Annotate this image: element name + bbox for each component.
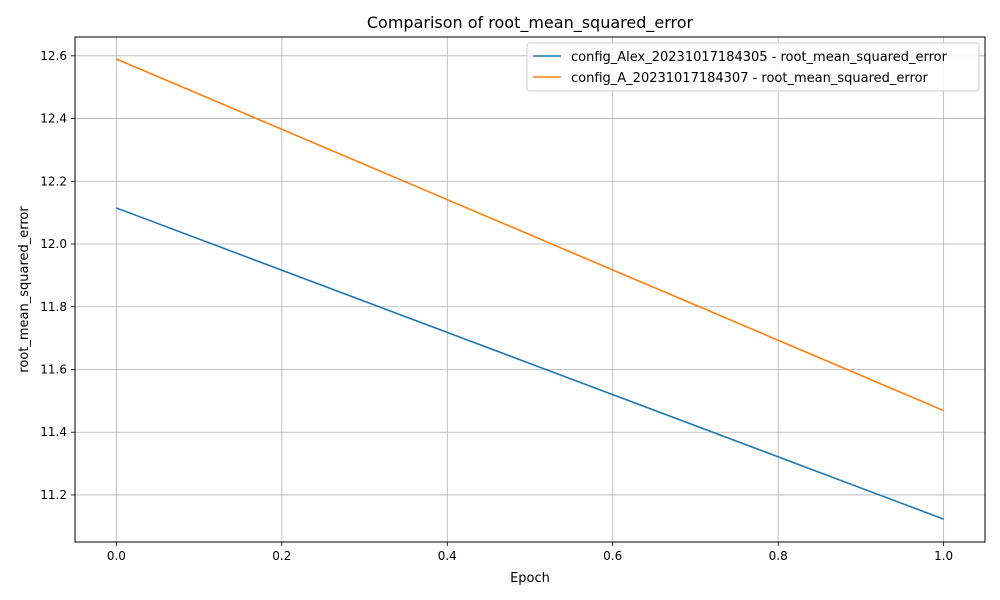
legend-label-1: config_Alex_20231017184305 - root_mean_s… (571, 50, 948, 65)
x-tick-label: 1.0 (934, 549, 953, 563)
x-tick-label: 0.0 (107, 549, 126, 563)
chart-title: Comparison of root_mean_squared_error (367, 13, 694, 33)
y-tick-label: 12.2 (40, 174, 67, 188)
y-axis-label: root_mean_squared_error (17, 206, 32, 373)
legend-label-2: config_A_20231017184307 - root_mean_squa… (571, 71, 929, 86)
y-tick-label: 11.6 (40, 362, 67, 376)
series-line-1 (116, 207, 944, 520)
tick-layer: 0.0 0.2 0.4 0.6 0.8 1.0 11.2 11.4 11.6 11.8 12.0 12… (40, 49, 953, 563)
y-tick-label: 11.8 (40, 300, 67, 314)
x-tick-label: 0.8 (769, 549, 788, 563)
legend-box (526, 42, 980, 92)
y-tick-label: 12.0 (40, 237, 67, 251)
y-tick-label: 12.4 (40, 112, 67, 126)
x-tick-label: 0.4 (438, 549, 457, 563)
x-axis-label: Epoch (510, 571, 550, 586)
x-tick-label: 0.2 (272, 549, 291, 563)
y-tick-label: 11.4 (40, 425, 67, 439)
series-line-2 (116, 58, 944, 412)
plot-frame (74, 36, 986, 543)
y-tick-label: 12.6 (40, 49, 67, 63)
y-tick-label: 11.2 (40, 488, 67, 502)
series-layer (116, 58, 944, 520)
legend: config_Alex_20231017184305 - root_mean_s… (526, 42, 980, 92)
x-tick-label: 0.6 (603, 549, 622, 563)
